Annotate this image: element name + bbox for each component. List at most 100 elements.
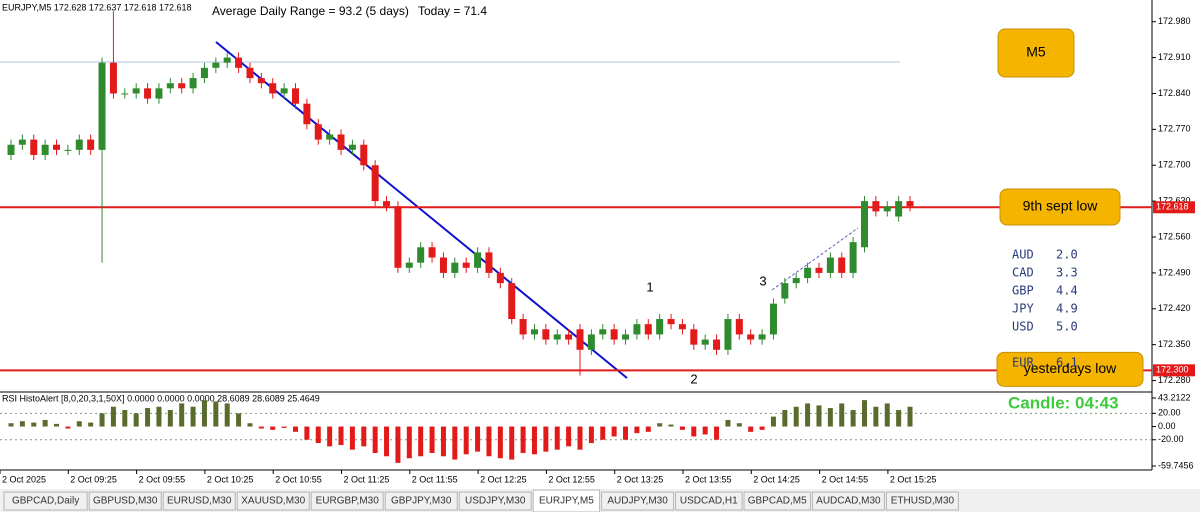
histogram-bar <box>304 426 310 440</box>
candle-body <box>314 124 322 140</box>
candle-body <box>109 62 117 94</box>
histogram-bar <box>497 426 503 459</box>
x-tick-label: 2 Oct 09:55 <box>139 474 186 484</box>
x-tick-label: 2 Oct 15:25 <box>890 474 937 484</box>
candle-body <box>861 201 868 248</box>
histogram-bar <box>429 426 435 453</box>
candle-body <box>337 134 345 150</box>
level-price-box <box>1153 201 1195 214</box>
tab-label: EURJPY,M5 <box>539 496 594 507</box>
candle-body <box>326 134 334 140</box>
histogram-bar <box>440 426 446 457</box>
candle-body <box>394 206 402 268</box>
histogram-bar <box>122 410 128 427</box>
histogram-bar <box>201 400 207 427</box>
y-tick-label: -20.00 <box>1158 434 1184 444</box>
candle-body <box>30 139 38 155</box>
candle-body <box>781 283 789 299</box>
histogram-bar <box>42 419 48 427</box>
histogram-bar <box>770 416 776 427</box>
histogram-bar <box>554 426 560 450</box>
y-tick-label: -59.7456 <box>1158 460 1194 470</box>
y-tick-label: 172.490 <box>1158 267 1191 277</box>
candle-body <box>462 262 470 268</box>
candle-body <box>553 334 561 340</box>
candle-body <box>280 88 288 94</box>
x-tick-label: 2 Oct 12:55 <box>548 474 595 484</box>
candle-body <box>713 339 721 350</box>
candle-body <box>690 329 698 345</box>
candle-body <box>405 262 413 268</box>
histogram-bar <box>224 403 230 427</box>
histogram-bar <box>372 426 378 453</box>
level-price-label: 172.618 <box>1156 202 1189 212</box>
level-name: 9th sept low <box>1023 198 1099 214</box>
candle-body <box>895 201 903 217</box>
histogram-bar <box>873 406 879 427</box>
tab[interactable] <box>458 491 532 511</box>
candle-body <box>75 139 83 150</box>
currency-strength: 4.9 <box>1056 302 1078 316</box>
tab[interactable] <box>743 491 811 511</box>
tab-label: GBPCAD,M5 <box>748 496 807 507</box>
candle-body <box>667 319 675 325</box>
tab[interactable] <box>601 491 675 511</box>
candle-body <box>826 257 834 273</box>
candle-body <box>508 283 516 320</box>
timeframe-label: M5 <box>1026 44 1046 60</box>
tab-label: EURUSD,M30 <box>167 496 232 507</box>
candle-body <box>18 139 26 145</box>
histogram-bar <box>179 403 185 427</box>
candle-body <box>121 93 129 95</box>
tab[interactable] <box>236 491 310 511</box>
tab[interactable] <box>310 491 384 511</box>
tab[interactable] <box>885 491 959 511</box>
histogram-bar <box>566 426 572 447</box>
histogram-bar <box>679 426 685 430</box>
tab[interactable] <box>811 491 885 511</box>
currency-name: CAD <box>1012 266 1034 280</box>
candle-body <box>417 247 425 263</box>
level-button[interactable] <box>999 188 1121 226</box>
currency-name: JPY <box>1012 302 1034 316</box>
candle-body <box>769 303 777 335</box>
candle-body <box>439 257 447 273</box>
histogram-bar <box>315 426 321 444</box>
histogram-bar <box>634 426 640 434</box>
tab-label: AUDCAD,M30 <box>816 496 881 507</box>
candle-body <box>53 144 61 150</box>
candle-body <box>872 201 880 212</box>
histogram-bar <box>577 426 583 450</box>
candle-body <box>883 206 891 212</box>
histogram-bar <box>418 426 424 457</box>
histogram-bar <box>406 426 412 459</box>
level-price-label: 172.300 <box>1156 365 1189 375</box>
candle-body <box>189 78 197 89</box>
candle-body <box>132 88 140 94</box>
tab[interactable] <box>675 491 743 511</box>
histogram-bar <box>691 426 697 437</box>
histogram-bar <box>896 410 902 427</box>
candle-body <box>496 272 504 284</box>
candle-body <box>792 278 800 284</box>
histogram-bar <box>88 422 94 427</box>
currency-name: EUR <box>1012 356 1034 370</box>
histogram-bar <box>748 426 754 432</box>
histogram-bar <box>509 426 515 460</box>
currency-strength: 4.4 <box>1056 284 1078 298</box>
level-button[interactable] <box>996 351 1144 387</box>
timeframe-button[interactable] <box>997 28 1075 78</box>
histogram-bar <box>384 426 390 457</box>
candle-body <box>610 329 618 340</box>
candle-body <box>701 339 709 345</box>
histogram-bar <box>725 419 731 427</box>
tab[interactable] <box>3 491 88 511</box>
tab[interactable] <box>162 491 236 511</box>
histogram-bar <box>884 403 890 427</box>
level-price-box <box>1153 364 1195 377</box>
tab[interactable] <box>384 491 458 511</box>
histogram-bar <box>19 421 25 427</box>
candle-body <box>599 329 607 335</box>
tab[interactable] <box>88 491 162 511</box>
